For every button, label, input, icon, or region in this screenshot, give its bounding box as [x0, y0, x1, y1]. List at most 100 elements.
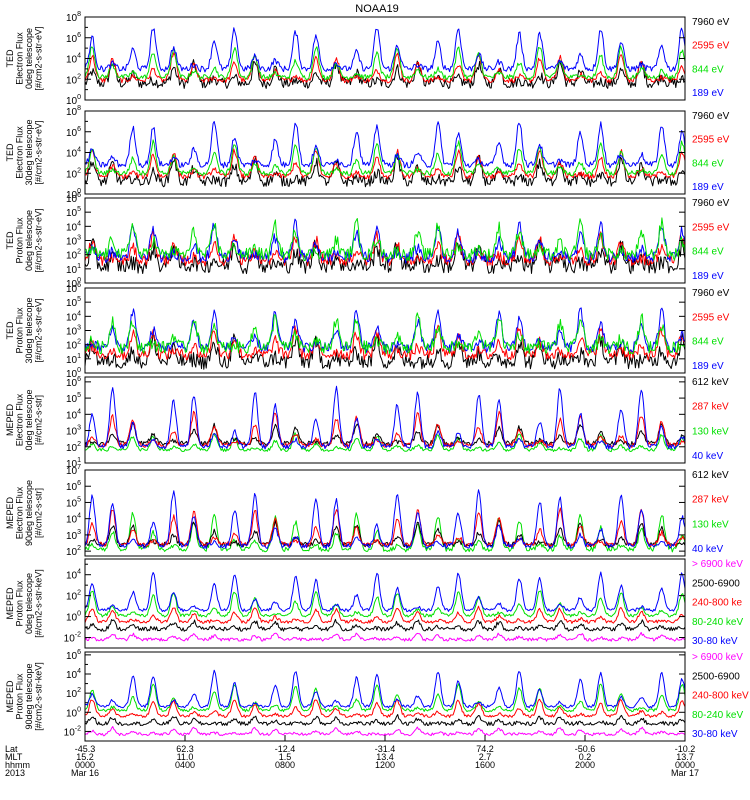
y-tick-label: 104 — [66, 220, 81, 233]
y-axis-label: TED Proton Flux 30deg telescope [#/cm2-s-st… — [5, 297, 44, 363]
x-tick-label: -10.2 — [675, 744, 696, 754]
y-axis-label-line: [#/cm2-s-str-eV] — [34, 208, 44, 272]
y-axis-label-line: MEPED — [5, 404, 15, 437]
y-axis-label: MEPED Electron Flux 0deg telescope [#/cm2-s… — [5, 389, 44, 450]
legend-entry: 2500-6900 — [692, 671, 740, 682]
panel-7: 10-2 100 102 104 MEPED Proton Flux 0deg telesc… — [5, 558, 743, 649]
y-tick-label: 103 — [66, 235, 81, 248]
series-line — [85, 432, 685, 453]
x-tick-label: -50.6 — [575, 744, 596, 754]
y-tick-label: 104 — [66, 668, 81, 681]
legend-entry: 80-240 keV — [692, 710, 743, 721]
x-tick-label: 13.7 — [676, 752, 694, 762]
x-row-label: 2013 — [5, 768, 25, 778]
y-tick-label: 104 — [66, 53, 81, 66]
x-tick-label: 0800 — [275, 760, 295, 770]
y-axis-label-line: MEPED — [5, 587, 15, 620]
legend-entry: 189 eV — [692, 88, 724, 99]
panel-5-traces — [85, 385, 685, 453]
y-axis-label-line: Electron Flux — [15, 32, 25, 85]
y-axis-label-line: 30deg telescope — [24, 119, 34, 185]
series-line — [85, 332, 685, 370]
y-tick-label: 100 — [66, 611, 81, 624]
legend-entry: 130 keV — [692, 426, 729, 437]
y-tick-label: 102 — [66, 339, 81, 352]
x-row-label: MLT — [5, 752, 23, 762]
series-line — [85, 154, 685, 188]
x-tick-label: 1200 — [375, 760, 395, 770]
legend-entry: 2595 eV — [692, 41, 730, 52]
legend-entry: 7960 eV — [692, 111, 730, 122]
panel-frame — [84, 469, 686, 557]
y-tick-label: 108 — [66, 105, 81, 118]
y-tick-label: 102 — [66, 441, 81, 454]
legend-entry: > 6900 keV — [692, 559, 743, 570]
y-axis-label-line: MEPED — [5, 497, 15, 530]
legend-entry: 844 eV — [692, 337, 724, 348]
panel-2-traces — [85, 121, 685, 188]
panel-6-traces — [85, 489, 685, 553]
legend-entry: 7960 eV — [692, 17, 730, 28]
legend-entry: 189 eV — [692, 182, 724, 193]
x-row-label: hhmm — [5, 760, 30, 770]
y-tick-label: 104 — [66, 408, 81, 421]
panel-1-traces — [85, 27, 685, 89]
y-axis-label-line: 90deg telescope — [24, 663, 34, 729]
legend-entry: 844 eV — [692, 64, 724, 75]
legend-entry: 240-800 keV — [692, 691, 749, 702]
legend-entry: 189 eV — [692, 361, 724, 372]
x-tick-label: Mar 16 — [71, 768, 99, 778]
y-tick-label: 100 — [66, 706, 81, 719]
y-tick-label: 105 — [66, 206, 81, 219]
y-tick-label: 103 — [66, 425, 81, 438]
y-axis-label-line: Electron Flux — [15, 126, 25, 179]
y-tick-label: 10-2 — [64, 632, 81, 645]
y-axis-label-line: TED — [5, 231, 15, 250]
x-tick-label: 62.3 — [176, 744, 194, 754]
y-axis-label: TED Electron Flux 0deg telescope [#/cm2-s-s… — [5, 26, 44, 90]
y-axis-label-line: Proton Flux — [15, 673, 25, 720]
series-line — [85, 605, 685, 624]
y-tick-label: 102 — [66, 545, 81, 558]
legend-entry: 612 keV — [692, 377, 729, 388]
y-axis-label-line: TED — [5, 143, 15, 162]
y-tick-label: 102 — [66, 249, 81, 262]
panel-frame — [84, 16, 686, 101]
y-axis-label-line: [#/cm2-s-str-eV] — [34, 26, 44, 90]
series-line — [85, 590, 685, 618]
y-axis-label-line: [#/cm2-s-str-keV] — [34, 569, 44, 638]
x-tick-label: 11.0 — [177, 752, 194, 762]
y-axis-label-line: Proton Flux — [15, 217, 25, 264]
y-axis-label-line: TED — [5, 49, 15, 68]
y-tick-label: 10-2 — [64, 725, 81, 738]
x-tick-label: 0000 — [75, 760, 95, 770]
legend-entry: > 6900 keV — [692, 652, 743, 663]
y-tick-label: 106 — [66, 376, 81, 389]
y-tick-label: 101 — [66, 353, 81, 366]
y-axis-label-line: 30deg telescope — [24, 297, 34, 363]
legend-entry: 30-80 keV — [692, 729, 738, 740]
panel-4-traces — [85, 307, 685, 370]
y-tick-label: 102 — [66, 73, 81, 86]
y-tick-label: 108 — [66, 11, 81, 24]
y-axis-label-line: [#/cm2-s-str-keV] — [34, 662, 44, 731]
y-tick-label: 106 — [66, 32, 81, 45]
y-axis-label-line: MEPED — [5, 680, 15, 713]
legend-entry: 7960 eV — [692, 288, 730, 299]
legend-entry: 287 keV — [692, 402, 729, 413]
panel-7-traces — [85, 571, 685, 642]
panel-8-traces — [85, 669, 685, 737]
y-axis-label-line: Proton Flux — [15, 580, 25, 627]
y-axis-label-line: Proton Flux — [15, 307, 25, 354]
x-tick-label: -45.3 — [75, 744, 96, 754]
panels-group: 100 102 104 106 108 TED Electron Flux 0deg tele… — [5, 11, 749, 742]
y-axis-label-line: [#/cm2-s-str-eV] — [34, 120, 44, 184]
legend-entry: 2500-6900 — [692, 578, 740, 589]
series-line — [85, 669, 685, 709]
y-axis-label-line: Electron Flux — [15, 486, 25, 539]
y-axis-label: MEPED Electron Flux 90deg telescope [#/cm2-… — [5, 480, 44, 546]
y-axis-label-line: [#/cm2-s-str-eV] — [34, 298, 44, 362]
legend-entry: 80-240 keV — [692, 617, 743, 628]
